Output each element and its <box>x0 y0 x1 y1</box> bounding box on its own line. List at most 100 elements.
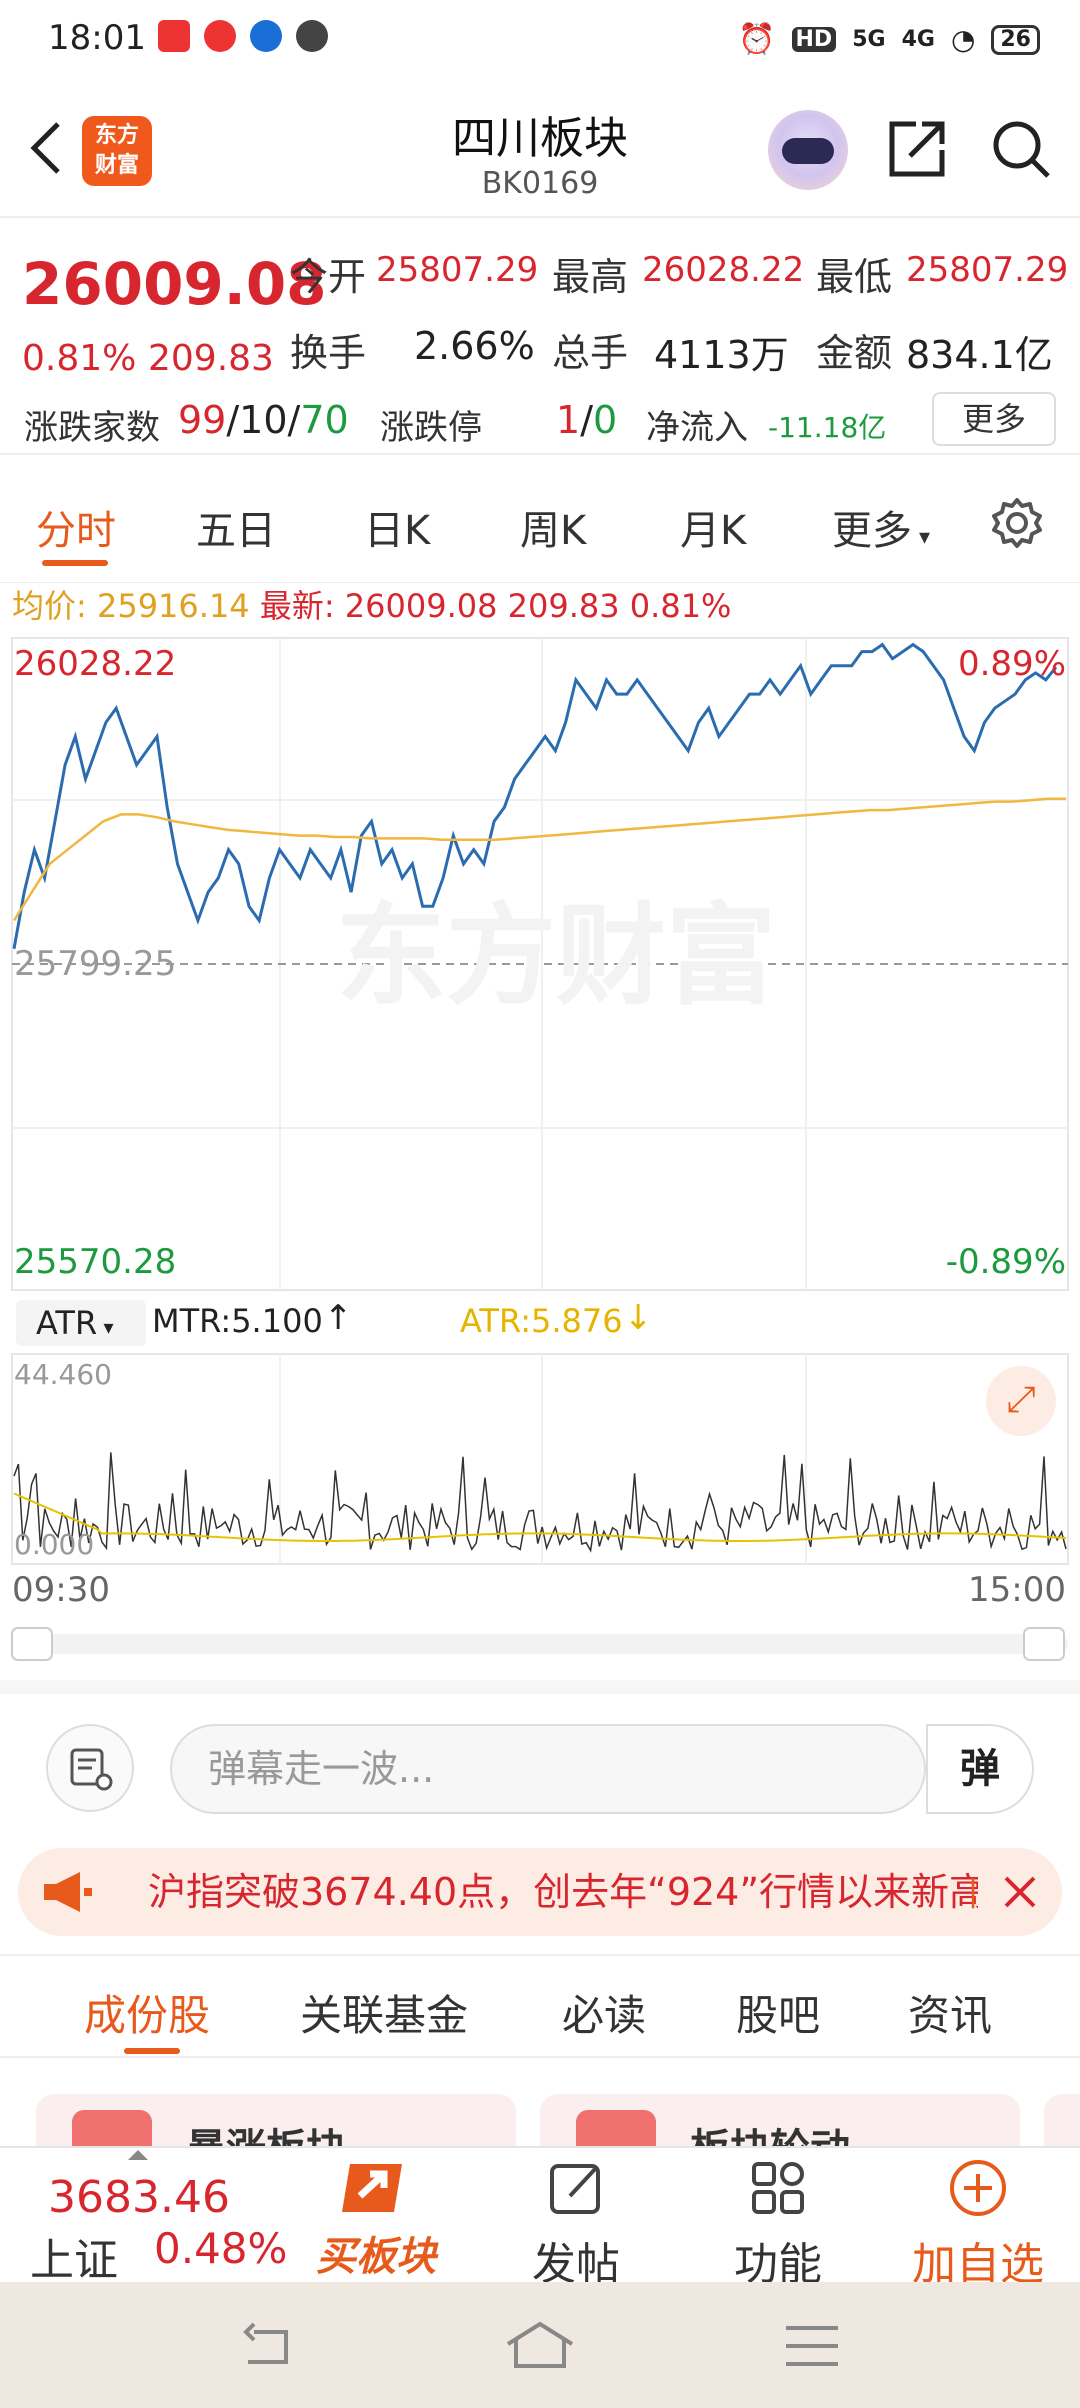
menu-nav-icon[interactable] <box>786 2324 838 2368</box>
mtr-value: MTR:5.100 <box>152 1302 323 1340</box>
section-tabs: 成份股 关联基金 必读 股吧 资讯 <box>0 1954 1080 2058</box>
breadth-values: 99/10/70 <box>178 398 349 442</box>
scroll-handle-left <box>11 1627 53 1661</box>
index-value: 3683.46 <box>48 2172 230 2223</box>
tab-related-funds[interactable]: 关联基金 <box>300 1991 469 2040</box>
sector-code: BK0169 <box>481 166 599 201</box>
banner-divider: | <box>968 1874 979 1909</box>
price-line <box>12 642 1058 950</box>
functions-button[interactable]: 功能 <box>718 2156 838 2292</box>
tab-forum[interactable]: 股吧 <box>736 1991 821 2040</box>
volume-label: 总手 <box>552 331 629 375</box>
megaphone-icon <box>44 1872 92 1912</box>
add-circle-icon <box>950 2160 1006 2216</box>
card-surge-sectors[interactable]: 暴涨板块 <box>36 2094 516 2172</box>
post-button[interactable]: 发帖 <box>516 2156 636 2292</box>
tab-news[interactable]: 资讯 <box>908 1991 993 2040</box>
last-value: 26009.08 <box>344 587 498 625</box>
high-value: 26028.22 <box>642 250 805 290</box>
notification-icons <box>158 20 328 52</box>
danmu-settings-icon[interactable] <box>46 1724 134 1812</box>
danmu-bar: 弹幕走一波... 弹 <box>0 1680 1080 1830</box>
close-icon[interactable] <box>1002 1874 1038 1910</box>
battery-icon: 26 <box>991 24 1040 55</box>
amount-label: 金额 <box>816 331 893 375</box>
atr-value: ATR:5.876 <box>460 1302 623 1340</box>
bottom-toolbar: 3683.46 上证 0.48% 买板块 发帖 功能 加自选 <box>0 2146 1080 2290</box>
hd-icon: HD <box>791 27 837 52</box>
indicator-frame <box>11 1353 1069 1565</box>
flow-label: 净流入 <box>646 408 748 448</box>
y-top-label: 26028.22 <box>14 644 177 684</box>
open-value: 25807.29 <box>376 250 539 290</box>
danmu-settings-glyph <box>70 1748 113 1791</box>
tab-five-day[interactable]: 五日 <box>196 508 276 554</box>
logo-text: 东方财富 <box>94 123 139 178</box>
status-bar: 18:01 ⏰ HD 5G 4G ◔ 26 <box>0 0 1080 80</box>
more-button[interactable]: 更多 <box>932 392 1056 446</box>
tab-more-label: 更多 <box>832 508 912 554</box>
signal-4g-icon: 4G <box>901 27 935 52</box>
index-name: 上证 <box>30 2235 118 2286</box>
share-icon[interactable] <box>886 118 948 180</box>
tab-daily-k[interactable]: 日K <box>364 508 431 554</box>
change-value: 209.83 <box>148 338 274 379</box>
tab-intraday[interactable]: 分时 <box>36 508 116 554</box>
y-bottom-label: 25570.28 <box>14 1242 177 1282</box>
ai-assistant-icon[interactable] <box>768 110 848 190</box>
expand-icon[interactable]: ⤢ <box>986 1366 1056 1436</box>
back-nav-icon[interactable] <box>240 2322 296 2370</box>
alarm-icon: ⏰ <box>738 22 776 57</box>
last-price: 26009.08 <box>22 250 327 318</box>
flow-value: -11.18亿 <box>768 411 887 444</box>
buy-sector-button[interactable]: 买板块 <box>316 2156 436 2282</box>
flat-count: 10 <box>239 398 288 442</box>
functions-label: 功能 <box>734 2239 822 2290</box>
app-notification-icon <box>250 20 282 52</box>
back-icon[interactable] <box>26 120 66 176</box>
clock: 18:01 <box>48 18 146 58</box>
system-nav-bar <box>0 2282 1080 2408</box>
collapse-arrow-icon <box>128 2150 148 2160</box>
scroll-handle-right <box>1023 1627 1065 1661</box>
post-label: 发帖 <box>532 2239 620 2290</box>
avg-value: 25916.14 <box>96 587 250 625</box>
app-logo[interactable]: 东方财富 <box>82 116 152 186</box>
open-label: 今开 <box>290 255 367 299</box>
danmu-input[interactable]: 弹幕走一波... <box>170 1724 926 1814</box>
tab-constituents[interactable]: 成份股 <box>84 1991 211 2040</box>
news-banner[interactable]: 沪指突破3674.40点，创去年“924”行情以来新高 | <box>18 1848 1062 1936</box>
card-partial[interactable] <box>1044 2094 1080 2154</box>
edit-icon <box>550 2164 600 2214</box>
settings-gear-icon[interactable] <box>990 496 1044 550</box>
search-icon[interactable] <box>990 118 1052 180</box>
home-nav-icon[interactable] <box>504 2320 576 2370</box>
add-watchlist-label: 加自选 <box>912 2239 1044 2290</box>
danmu-toggle-button[interactable]: 弹 <box>926 1724 1034 1814</box>
index-pct: 0.48% <box>154 2224 288 2273</box>
caret-down-icon: ▾ <box>912 525 931 550</box>
caret-down-icon: ▾ <box>97 1315 114 1339</box>
intraday-chart[interactable]: 东方财富 26028.22 0.89% 25799.25 25570.28 -0… <box>0 630 1080 1730</box>
buy-sector-icon <box>342 2164 402 2212</box>
prev-close-label: 25799.25 <box>14 944 177 984</box>
breadth-label: 涨跌家数 <box>24 408 160 448</box>
low-value: 25807.29 <box>906 250 1069 290</box>
indicator-name: ATR <box>36 1304 98 1342</box>
chart-canvas[interactable]: 东方财富 <box>0 630 1080 1730</box>
tab-must-read[interactable]: 必读 <box>562 1991 647 2040</box>
turnover-label: 换手 <box>290 331 367 375</box>
indicator-select[interactable]: ATR ▾ <box>16 1300 146 1346</box>
x-start-label: 09:30 <box>12 1570 110 1610</box>
tab-more[interactable]: 更多 ▾ <box>832 498 930 556</box>
card-sector-rotation[interactable]: 板块轮动 <box>540 2094 1020 2172</box>
tab-weekly-k[interactable]: 周K <box>520 508 587 554</box>
volume-value: 4113万 <box>654 333 789 377</box>
add-watchlist-button[interactable]: 加自选 <box>900 2156 1056 2292</box>
danmu-toggle-label: 弹 <box>960 1746 1000 1792</box>
limit-down-count: 0 <box>593 398 618 442</box>
quote-panel: 26009.08 0.81% 209.83 今开 25807.29 最高 260… <box>0 220 1080 455</box>
tab-monthly-k[interactable]: 月K <box>680 508 747 554</box>
index-ticker[interactable]: 3683.46 上证 0.48% <box>0 2148 300 2286</box>
mtr-line <box>13 1452 1067 1553</box>
